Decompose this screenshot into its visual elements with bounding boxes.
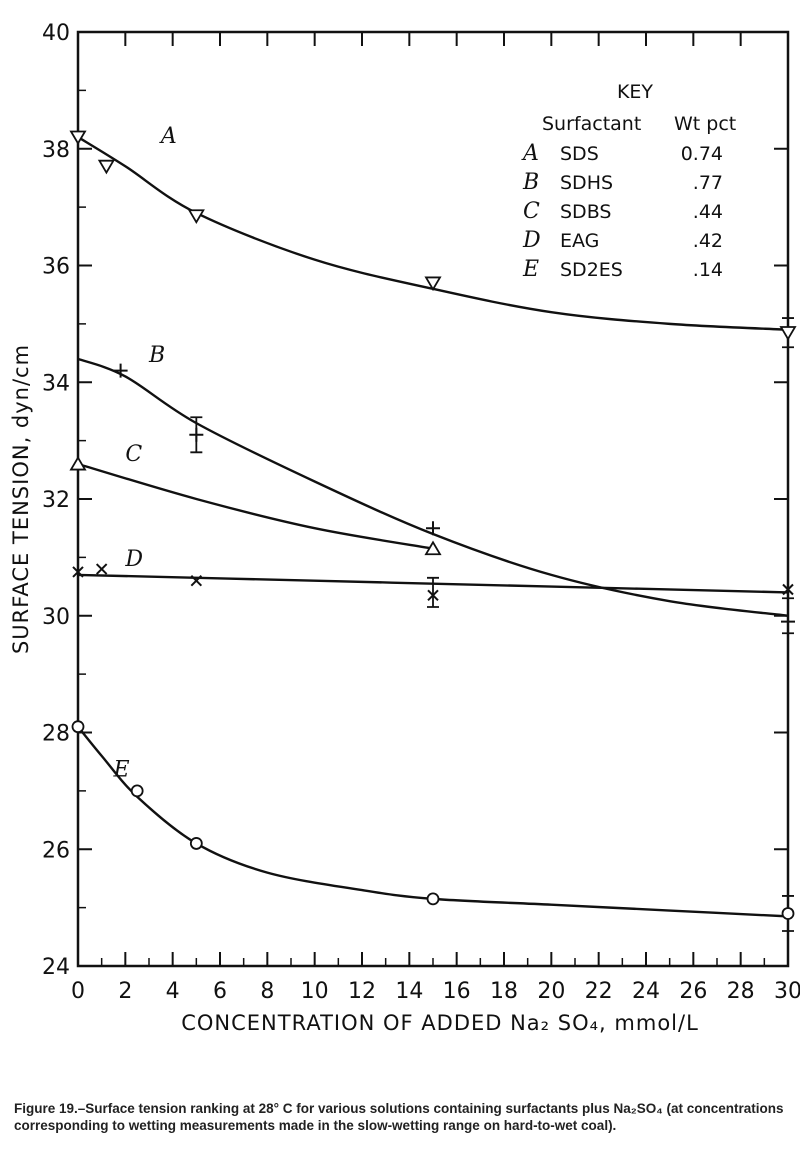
point-b-0 [113,363,128,378]
curve-e [77,725,789,918]
x-tick-label-24: 24 [632,979,660,1004]
point-c-1 [424,540,442,556]
legend-name-e: SD2ES [560,259,623,281]
x-tick-label-20: 20 [537,979,565,1004]
legend-name-c: SDBS [560,201,611,223]
legend-letter-e: E [522,257,539,282]
series-curves [77,136,794,932]
point-e-0 [71,720,85,734]
errorbar-d-0 [427,576,439,608]
x-tick-label-12: 12 [348,979,376,1004]
legend-wt-d: .42 [693,230,723,252]
series-label-d: D [124,547,143,572]
point-a-3 [424,276,442,292]
y-tick-label-38: 38 [42,138,70,163]
x-tick-label-6: 6 [213,979,227,1004]
point-a-1 [97,159,115,175]
x-tick-label-18: 18 [490,979,518,1004]
figure-caption: Figure 19.–Surface tension ranking at 28… [14,1101,784,1133]
curve-c [77,462,434,550]
point-a-0 [69,130,87,146]
point-e-1 [130,784,144,798]
legend-name-b: SDHS [560,172,613,194]
y-tick-label-30: 30 [42,605,70,630]
series-label-b: B [148,343,165,368]
point-d-0 [72,566,84,578]
legend-key: KEY Surfactant Wt pct A SDS 0.74 B SDHS .77 C SDBS… [521,81,736,282]
x-tick-label-30: 30 [774,979,800,1004]
y-tick-label-40: 40 [42,21,70,46]
point-b-1 [189,427,204,442]
point-c-0 [69,455,87,471]
point-d-3 [427,589,439,602]
x-tick-label-8: 8 [260,979,274,1004]
legend-letter-b: B [522,170,539,195]
series-label-e: E [113,757,130,782]
x-tick-label-2: 2 [118,979,132,1004]
point-b-3 [781,614,795,629]
point-e-4 [781,907,795,920]
y-tick-label-28: 28 [42,722,70,747]
point-d-4 [782,583,794,596]
x-tick-label-0: 0 [71,979,85,1004]
legend-letter-c: C [523,199,540,224]
x-tick-label-22: 22 [585,979,613,1004]
legend-title: KEY [617,81,653,103]
axis-ticks: 0 2 4 6 8 10 12 14 16 18 20 22 24 26 28 302426283032343… [42,21,800,1004]
x-tick-label-14: 14 [395,979,423,1004]
x-tick-label-10: 10 [301,979,329,1004]
point-d-2 [190,575,203,587]
legend-wt-a: 0.74 [681,143,723,165]
x-axis-title: CONCENTRATION OF ADDED Na₂ SO₄, mmol/L [181,1011,699,1035]
x-tick-label-28: 28 [727,979,755,1004]
legend-wt-b: .77 [693,172,723,194]
legend-name-d: EAG [560,230,599,252]
series-labels: A B C D E [113,124,177,782]
legend-header-wt: Wt pct [674,113,736,135]
point-d-1 [95,563,108,575]
curve-b [77,357,789,617]
legend-letter-d: D [522,228,541,253]
point-a-2 [187,209,205,224]
y-axis-title: SURFACE TENSION, dyn/cm [9,344,33,654]
curve-a [77,136,789,331]
x-tick-label-4: 4 [166,979,180,1004]
point-e-2 [189,837,203,850]
point-e-3 [426,892,440,906]
plot-frame [76,30,790,968]
series-label-a: A [159,124,177,149]
point-a-4 [779,326,797,341]
surface-tension-chart: 0 2 4 6 8 10 12 14 16 18 20 22 24 26 28 302426283032343… [9,21,800,1035]
legend-name-a: SDS [560,143,599,165]
x-tick-label-26: 26 [679,979,707,1004]
legend-wt-e: .14 [693,259,723,281]
legend-wt-c: .44 [693,201,723,223]
y-tick-label-36: 36 [42,255,70,280]
series-markers [69,130,797,920]
y-tick-label-24: 24 [42,955,70,980]
y-tick-label-32: 32 [42,488,70,513]
y-tick-label-26: 26 [42,838,70,863]
x-tick-label-16: 16 [443,979,471,1004]
legend-header-surfactant: Surfactant [542,113,641,135]
y-tick-label-34: 34 [42,371,70,396]
point-b-2 [426,521,440,536]
legend-letter-a: A [521,141,539,166]
series-label-c: C [125,442,142,467]
